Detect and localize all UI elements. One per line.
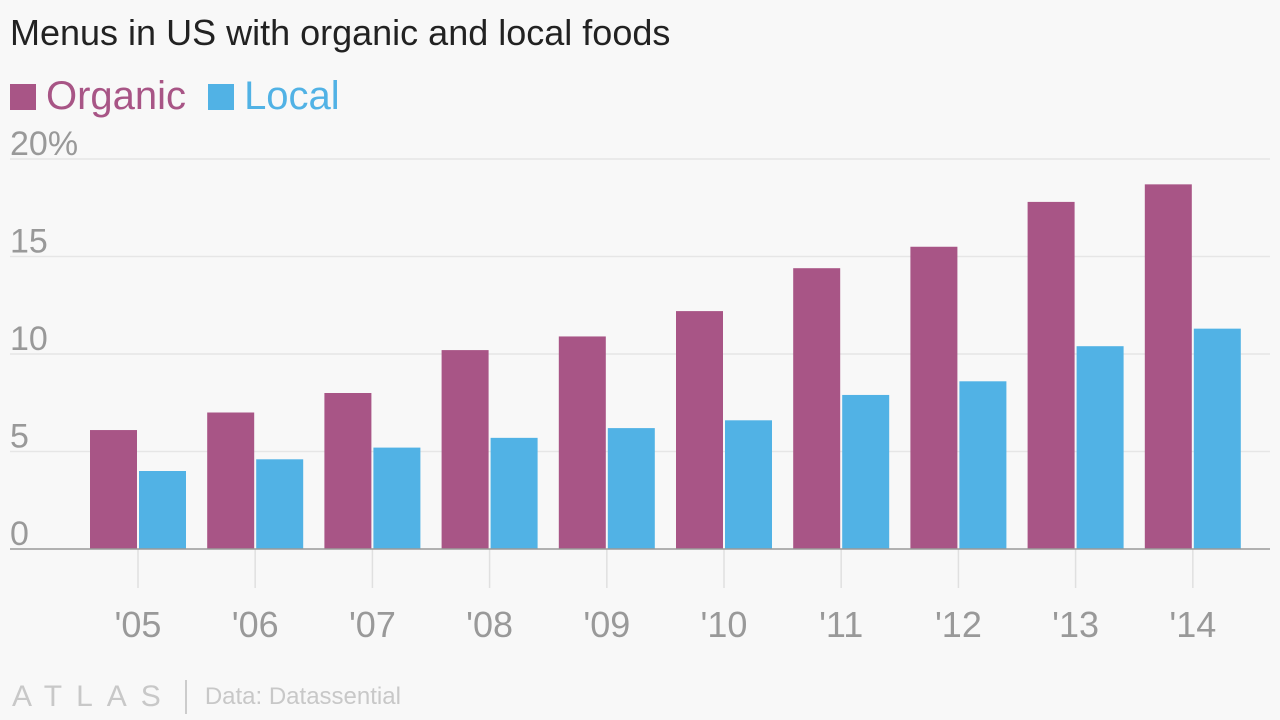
y-tick-label: 20% bbox=[10, 125, 78, 163]
bar-local bbox=[1193, 328, 1241, 549]
atlas-logo: ATLAS bbox=[12, 680, 175, 713]
legend-swatch-organic bbox=[10, 83, 36, 110]
bar-local bbox=[607, 428, 655, 549]
x-tick-label: '13 bbox=[1052, 604, 1099, 645]
bar-local bbox=[490, 437, 538, 549]
bar-organic bbox=[1144, 184, 1192, 549]
bar-organic bbox=[207, 412, 255, 549]
x-tick-label: '11 bbox=[819, 604, 863, 645]
y-tick-label: 0 bbox=[10, 515, 29, 553]
bar-organic bbox=[558, 336, 606, 549]
x-tick-label: '10 bbox=[701, 604, 748, 645]
chart-title: Menus in US with organic and local foods bbox=[10, 12, 671, 53]
footer: ATLAS Data: Datassential bbox=[12, 680, 401, 714]
x-tick-label: '14 bbox=[1169, 604, 1216, 645]
y-tick-label: 15 bbox=[10, 223, 48, 261]
legend-item-organic: Organic bbox=[10, 74, 186, 119]
bar-organic bbox=[441, 350, 489, 549]
bar-local bbox=[725, 420, 772, 549]
x-tick-label: '07 bbox=[349, 604, 396, 645]
bar-local bbox=[1076, 346, 1124, 549]
x-tick-label: '09 bbox=[583, 604, 630, 645]
bar-local bbox=[373, 447, 421, 549]
x-tick-label: '06 bbox=[232, 604, 279, 645]
y-tick-label: 10 bbox=[10, 320, 48, 358]
bar-organic bbox=[910, 246, 958, 549]
bar-local bbox=[139, 471, 186, 549]
bar-organic bbox=[90, 430, 137, 549]
bar-local bbox=[256, 459, 304, 549]
x-tick-label: '12 bbox=[935, 604, 982, 645]
bar-local bbox=[842, 394, 890, 549]
x-tick-label: '08 bbox=[466, 604, 513, 645]
bar-local bbox=[959, 381, 1007, 549]
y-tick-label: 5 bbox=[10, 418, 29, 456]
data-source: Data: Datassential bbox=[204, 683, 401, 710]
legend-item-local: Local bbox=[208, 74, 340, 119]
legend-label-local: Local bbox=[244, 74, 340, 118]
legend-swatch-local bbox=[208, 83, 235, 110]
legend: Organic Local bbox=[10, 74, 362, 119]
legend-label-organic: Organic bbox=[46, 74, 187, 118]
footer-divider bbox=[184, 680, 187, 714]
bar-organic bbox=[324, 393, 372, 549]
bar-organic bbox=[1027, 201, 1075, 549]
bar-organic bbox=[793, 268, 841, 549]
x-tick-label: '05 bbox=[115, 604, 162, 645]
bar-organic bbox=[676, 311, 723, 549]
